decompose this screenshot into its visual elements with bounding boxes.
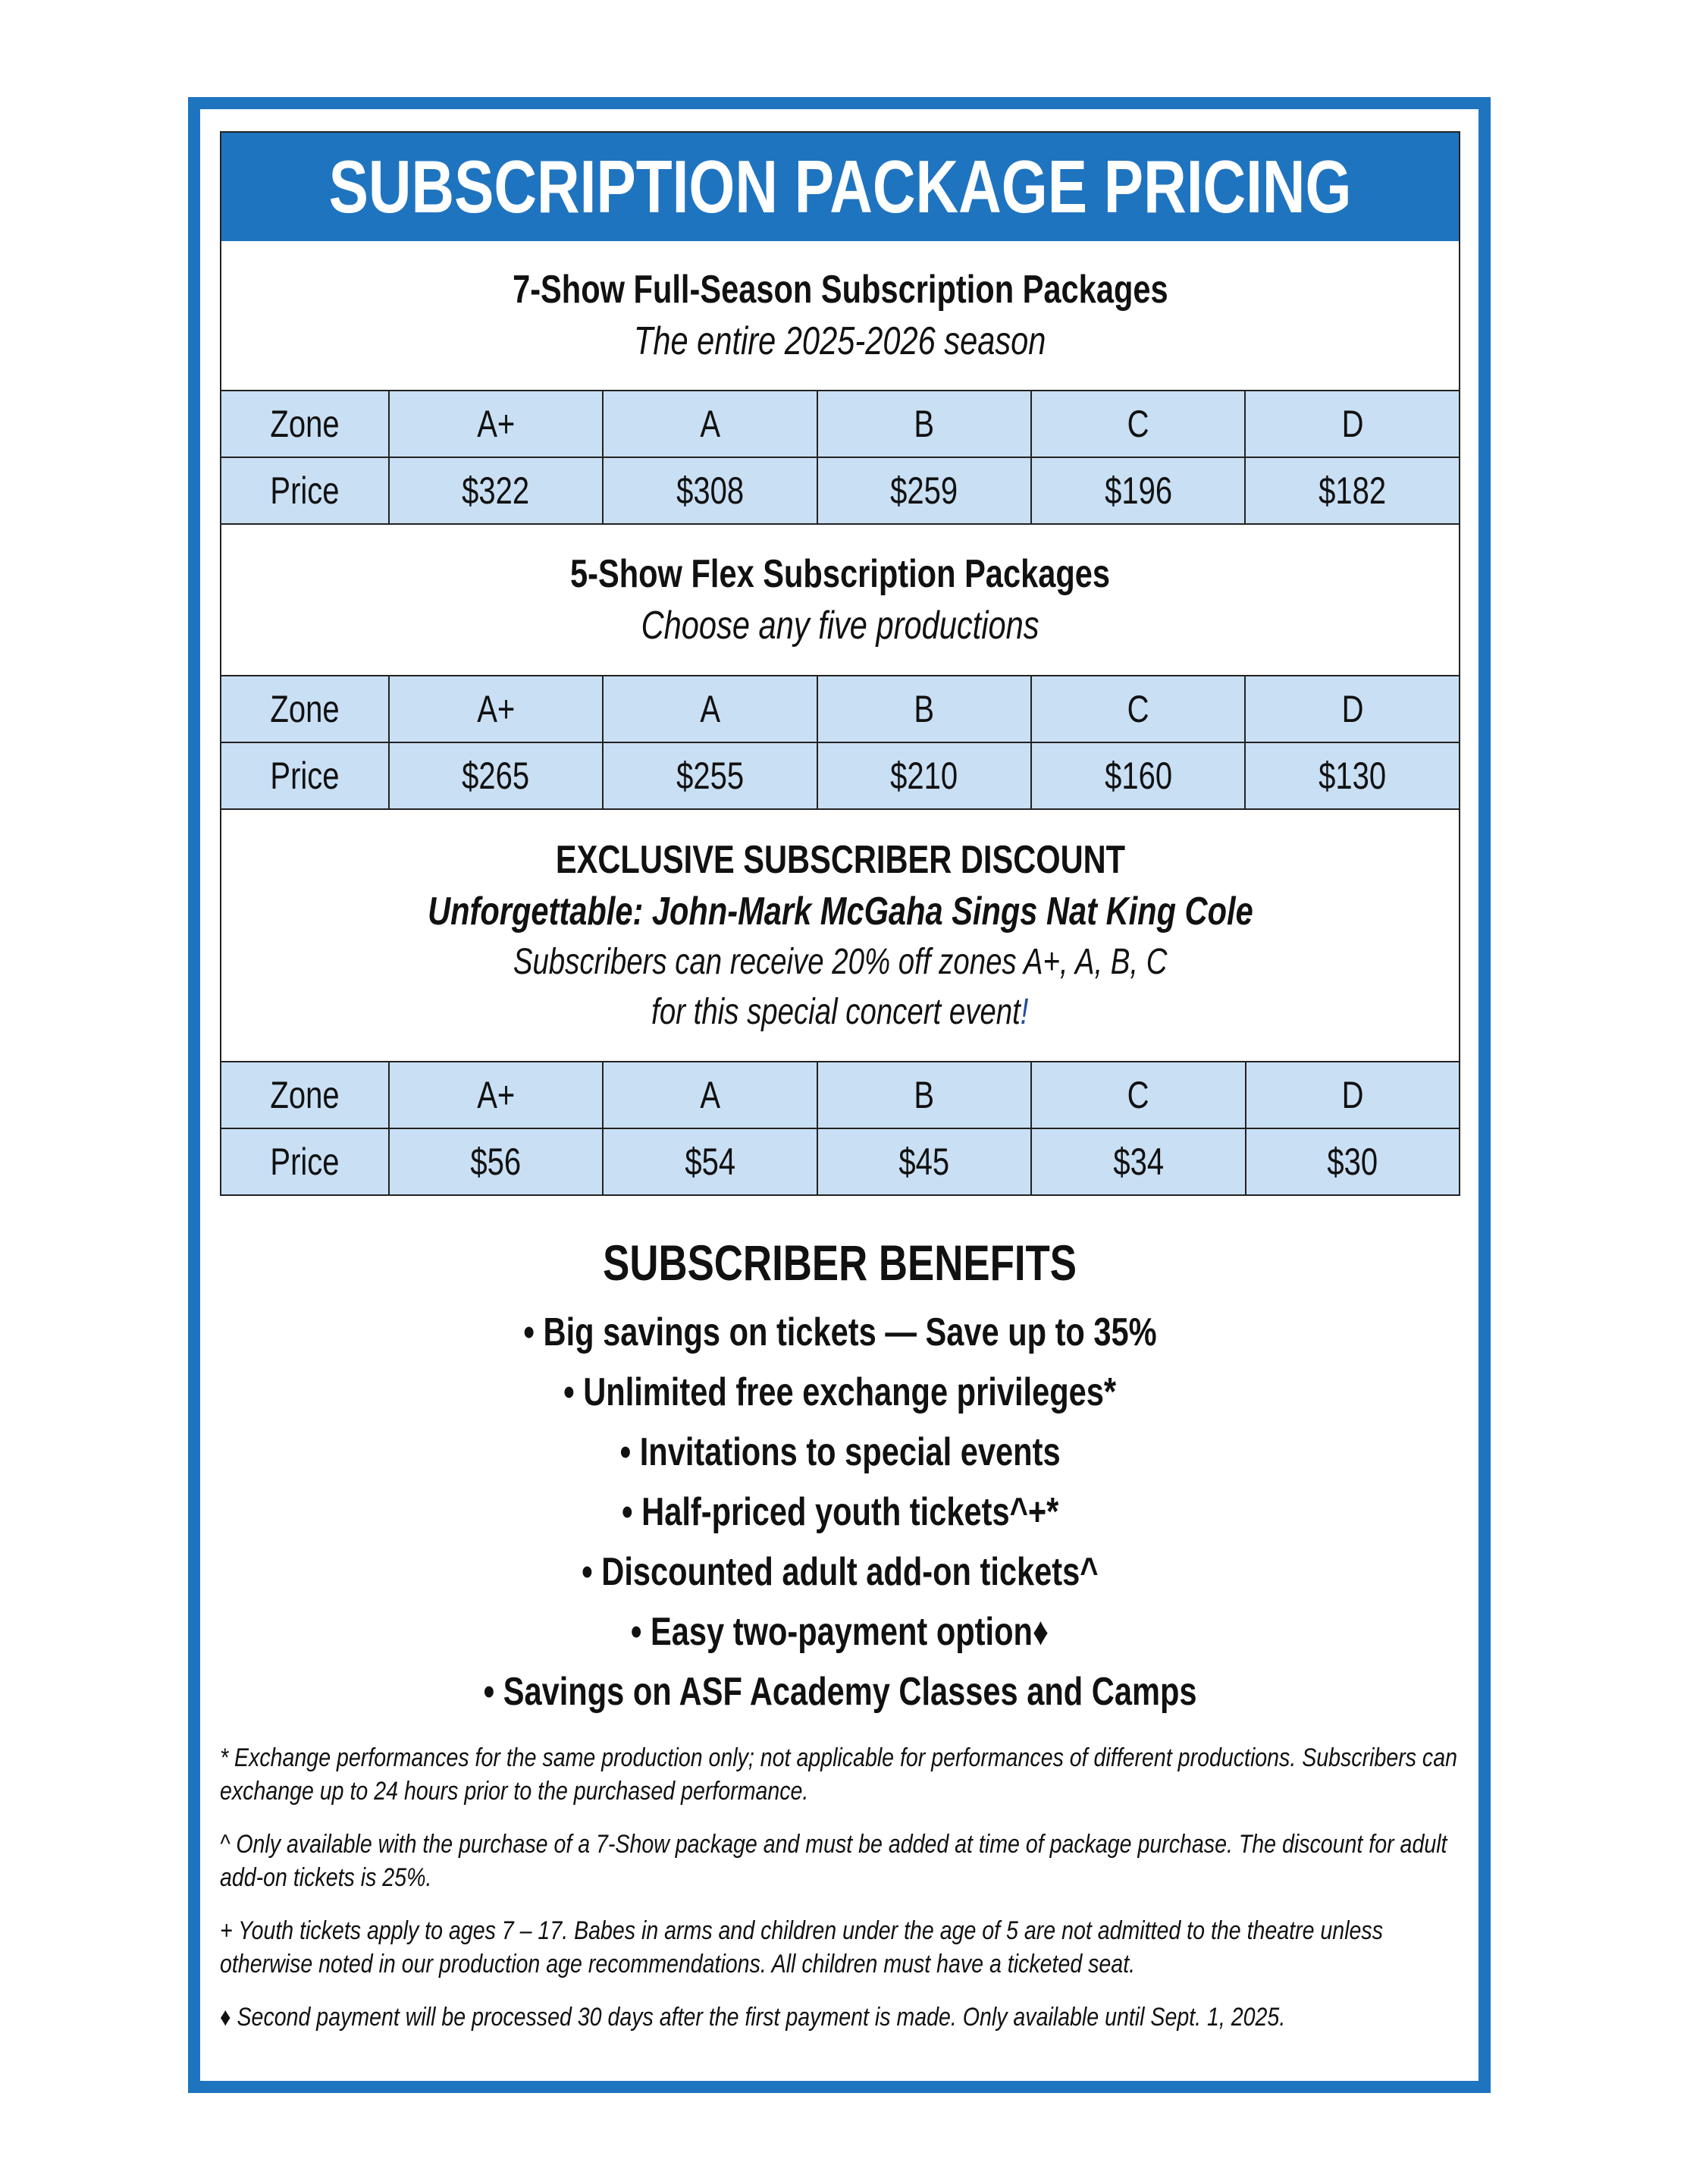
price-cell: $210 [816, 742, 1033, 810]
price-cell: $259 [816, 457, 1033, 525]
benefit-item: • Savings on ASF Academy Classes and Cam… [483, 1670, 1197, 1714]
benefit-item: • Invitations to special events [619, 1430, 1061, 1474]
flex-price-table: Zone A+ A B C D Price $265 $255 $210 $160 $130 [220, 675, 1460, 810]
price-cell: $45 [816, 1128, 1033, 1196]
section-heading: 5-Show Flex Subscription Packages [569, 552, 1111, 596]
zone-cell: B [816, 675, 1033, 743]
price-row: Price $322 $308 $259 $196 $182 [220, 457, 1460, 525]
benefit-item: • Big savings on tickets — Save up to 35… [523, 1310, 1157, 1354]
zone-row: Zone A+ A B C D [220, 1061, 1461, 1129]
price-cell: $130 [1244, 742, 1460, 810]
section-heading: EXCLUSIVE SUBSCRIBER DISCOUNT [555, 837, 1125, 882]
price-cell: $160 [1030, 742, 1246, 810]
footnote: * Exchange performances for the same pro… [220, 1743, 1457, 1806]
zone-cell: A [602, 1061, 818, 1129]
discount-price-table: Zone A+ A B C D Price $56 $54 $45 $34 $30 [220, 1061, 1461, 1196]
zone-cell: D [1244, 1061, 1461, 1129]
footnote: + Youth tickets apply to ages 7 – 17. Ba… [220, 1916, 1383, 1978]
zone-cell: D [1244, 675, 1460, 743]
zone-cell: A+ [387, 675, 604, 743]
subscriber-benefits: SUBSCRIBER BENEFITS • Big savings on tic… [220, 1228, 1460, 1722]
benefit-item: • Easy two-payment option♦ [631, 1610, 1049, 1654]
zone-cell: C [1030, 390, 1246, 458]
price-cell: $265 [387, 742, 604, 810]
price-cell: $196 [1030, 457, 1246, 525]
price-cell: $308 [602, 457, 818, 525]
price-cell: $322 [387, 457, 604, 525]
zone-cell: Zone [220, 1061, 390, 1129]
zone-cell: B [816, 390, 1033, 458]
section-subheading: The entire 2025-2026 season [634, 319, 1046, 363]
benefit-item: • Unlimited free exchange privileges* [563, 1370, 1117, 1414]
price-cell: $54 [602, 1128, 818, 1196]
price-row: Price $56 $54 $45 $34 $30 [220, 1128, 1461, 1196]
page-border [188, 97, 1491, 2093]
price-cell: Price [220, 742, 390, 810]
discount-line: for this special concert event! [651, 991, 1029, 1032]
price-cell: $56 [387, 1128, 604, 1196]
discount-line: Subscribers can receive 20% off zones A+… [513, 941, 1168, 982]
footnotes: * Exchange performances for the same pro… [220, 1741, 1463, 2054]
zone-cell: D [1244, 390, 1460, 458]
page-title-banner: SUBSCRIPTION PACKAGE PRICING [220, 131, 1460, 241]
section-heading: 7-Show Full-Season Subscription Packages [512, 268, 1168, 312]
price-row: Price $265 $255 $210 $160 $130 [220, 742, 1460, 810]
price-cell: $30 [1244, 1128, 1461, 1196]
footnote: ^ Only available with the purchase of a … [220, 1830, 1447, 1892]
zone-cell: Zone [220, 675, 390, 743]
zone-cell: C [1030, 1061, 1246, 1129]
zone-row: Zone A+ A B C D [220, 675, 1460, 743]
section-subheading: Choose any five productions [641, 604, 1039, 648]
event-title: Unforgettable: John-Mark McGaha Sings Na… [427, 889, 1253, 934]
zone-cell: A [602, 675, 818, 743]
price-cell: Price [220, 1128, 390, 1196]
full-season-price-table: Zone A+ A B C D Price $322 $308 $259 $196 $182 [220, 390, 1460, 525]
flex-header: 5-Show Flex Subscription Packages Choose… [220, 525, 1460, 675]
benefit-item: • Half-priced youth tickets^+* [621, 1490, 1059, 1534]
benefits-title: SUBSCRIBER BENEFITS [603, 1235, 1077, 1291]
zone-row: Zone A+ A B C D [220, 390, 1460, 458]
zone-cell: Zone [220, 390, 390, 458]
discount-header: EXCLUSIVE SUBSCRIBER DISCOUNT Unforgetta… [220, 810, 1460, 1061]
zone-cell: A+ [387, 1061, 604, 1129]
footnote: ♦ Second payment will be processed 30 da… [220, 2003, 1286, 2032]
zone-cell: A+ [387, 390, 604, 458]
zone-cell: C [1030, 675, 1246, 743]
price-cell: Price [220, 457, 390, 525]
zone-cell: B [816, 1061, 1033, 1129]
price-cell: $255 [602, 742, 818, 810]
full-season-header: 7-Show Full-Season Subscription Packages… [220, 241, 1460, 390]
zone-cell: A [602, 390, 818, 458]
price-cell: $182 [1244, 457, 1460, 525]
page-title: SUBSCRIPTION PACKAGE PRICING [328, 145, 1352, 228]
benefit-item: • Discounted adult add-on tickets^ [582, 1550, 1099, 1594]
pricing-table: SUBSCRIPTION PACKAGE PRICING 7-Show Full… [220, 131, 1461, 1196]
price-cell: $34 [1030, 1128, 1246, 1196]
